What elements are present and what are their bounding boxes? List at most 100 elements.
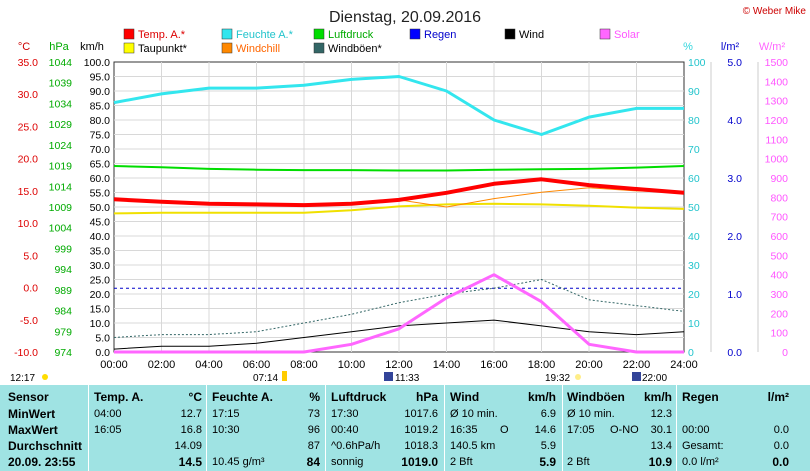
header-rain: Regen bbox=[682, 390, 719, 404]
temp-tick-label: 20.0 bbox=[18, 154, 39, 166]
stat-hum-v: 73 bbox=[307, 408, 320, 420]
legend-swatch bbox=[221, 42, 233, 54]
solar-tick-label: 100 bbox=[770, 328, 788, 340]
pressure-tick-label: 989 bbox=[54, 285, 72, 297]
windböen-series-line bbox=[113, 279, 685, 338]
wind-tick-label: 10.0 bbox=[90, 318, 111, 330]
solar-tick-label: 1200 bbox=[765, 115, 789, 127]
x-tick-label: 04:00 bbox=[195, 359, 223, 371]
stat-hum-v: 84 bbox=[306, 455, 320, 469]
pressure-tick-label: 979 bbox=[54, 326, 72, 338]
header-temp-unit: °C bbox=[188, 390, 202, 404]
header-humidity-unit: % bbox=[309, 390, 320, 404]
wind-tick-label: 50.0 bbox=[90, 202, 111, 214]
x-axis-labels: 00:00 02:00 04:00 06:00 08:00 10:00 12:00 14:00… bbox=[100, 359, 698, 371]
temp-tick-label: 15.0 bbox=[18, 186, 39, 198]
solar-tick-label: 200 bbox=[770, 308, 788, 320]
x-tick-label: 20:00 bbox=[575, 359, 603, 371]
stat-rain-v: 0.0 bbox=[773, 424, 789, 436]
stat-temp-v: 14.09 bbox=[174, 440, 202, 452]
solar-tick-label: 800 bbox=[770, 192, 788, 204]
page-title: Dienstag, 20.09.2016 bbox=[329, 9, 481, 26]
stat-rain-t: 00:00 bbox=[682, 424, 710, 436]
header-humidity: Feuchte A. bbox=[212, 390, 273, 404]
solar-tick-label: 1400 bbox=[765, 76, 789, 88]
rain-axis-unit: l/m² bbox=[721, 41, 740, 53]
solar-tick-label: 1300 bbox=[765, 96, 789, 108]
sunrise-time: 07:14 bbox=[253, 373, 278, 384]
stat-gust-t: 2 Bft bbox=[567, 456, 590, 468]
wind-tick-label: 75.0 bbox=[90, 130, 111, 142]
humidity-tick-label: 60 bbox=[688, 173, 700, 185]
pressure-tick-label: 1019 bbox=[49, 161, 73, 173]
legend-label: Windböen* bbox=[328, 43, 383, 55]
x-tick-label: 14:00 bbox=[433, 359, 461, 371]
solar-tick-label: 1000 bbox=[765, 154, 789, 166]
statistics-panel: Sensor Temp. A. °C Feuchte A. % Luftdruc… bbox=[0, 385, 810, 471]
x-tick-label: 22:00 bbox=[623, 359, 651, 371]
pressure-tick-label: 984 bbox=[54, 306, 72, 318]
rain-tick-label: 4.0 bbox=[727, 115, 742, 127]
pressure-axis-unit: hPa bbox=[49, 41, 69, 53]
temp-tick-label: 0.0 bbox=[23, 283, 38, 295]
pressure-tick-label: 1014 bbox=[49, 181, 73, 193]
legend-label: Temp. A.* bbox=[138, 29, 186, 41]
stat-temp-v: 14.5 bbox=[178, 455, 202, 469]
column-separator bbox=[206, 385, 207, 471]
legend-label: Luftdruck bbox=[328, 29, 374, 41]
copyright-text: © Weber Mike bbox=[743, 6, 807, 17]
stat-wind-dir: O bbox=[500, 424, 509, 436]
temp-tick-label: -10.0 bbox=[14, 347, 38, 359]
legend-swatch bbox=[221, 28, 233, 40]
humidity-tick-label: 30 bbox=[688, 260, 700, 272]
pressure-tick-label: 994 bbox=[54, 264, 72, 276]
pressure-tick-label: 1009 bbox=[49, 202, 73, 214]
humidity-tick-label: 10 bbox=[688, 318, 700, 330]
stat-label: Durchschnitt bbox=[8, 439, 83, 453]
stat-press-v: 1018.3 bbox=[404, 440, 438, 452]
header-wind: Wind bbox=[450, 390, 480, 404]
x-tick-label: 18:00 bbox=[528, 359, 556, 371]
wind-axis-unit: km/h bbox=[80, 41, 104, 53]
humidity-tick-label: 40 bbox=[688, 231, 700, 243]
taupunkt-series-line bbox=[113, 202, 685, 215]
stat-label: MaxWert bbox=[8, 423, 58, 437]
legend-label: Taupunkt* bbox=[138, 43, 188, 55]
x-tick-label: 10:00 bbox=[338, 359, 366, 371]
wind-tick-label: 0.0 bbox=[95, 347, 110, 359]
humidity-tick-label: 70 bbox=[688, 144, 700, 156]
stat-press-v: 1019.2 bbox=[404, 424, 438, 436]
pressure-tick-label: 1034 bbox=[49, 98, 73, 110]
legend-swatch bbox=[123, 28, 135, 40]
stat-rain-t: Gesamt: bbox=[682, 440, 724, 452]
pressure-tick-label: 1024 bbox=[49, 140, 73, 152]
wind-series-line bbox=[113, 319, 685, 350]
wind-tick-label: 65.0 bbox=[90, 159, 111, 171]
x-tick-label: 00:00 bbox=[100, 359, 128, 371]
sun-icon bbox=[42, 374, 48, 380]
header-temp: Temp. A. bbox=[94, 390, 144, 404]
temp-tick-label: -5.0 bbox=[20, 315, 38, 327]
legend-label: Feuchte A.* bbox=[236, 29, 294, 41]
rain-tick-label: 3.0 bbox=[727, 173, 742, 185]
wind-tick-label: 90.0 bbox=[90, 86, 111, 98]
wind-tick-label: 20.0 bbox=[90, 289, 111, 301]
stat-gust-v: 10.9 bbox=[648, 455, 672, 469]
legend-swatch bbox=[599, 28, 611, 40]
solar-noon-marker-icon bbox=[384, 372, 393, 381]
wind-tick-label: 100.0 bbox=[84, 57, 110, 69]
wind-tick-label: 35.0 bbox=[90, 246, 111, 258]
stat-rain-v: 0.0 bbox=[772, 455, 789, 469]
stat-gust-v: 30.1 bbox=[650, 424, 672, 436]
humidity-tick-label: 20 bbox=[688, 289, 700, 301]
stat-hum-v: 96 bbox=[307, 424, 320, 436]
wind-tick-label: 40.0 bbox=[90, 231, 111, 243]
legend-label: Windchill bbox=[236, 43, 280, 55]
header-gust: Windböen bbox=[567, 390, 625, 404]
stat-wind-v: 5.9 bbox=[540, 440, 556, 452]
stat-temp-v: 16.8 bbox=[180, 424, 202, 436]
wind-tick-label: 80.0 bbox=[90, 115, 111, 127]
humidity-tick-label: 0 bbox=[688, 347, 694, 359]
column-separator bbox=[562, 385, 563, 471]
stat-temp-t: 04:00 bbox=[94, 408, 122, 420]
